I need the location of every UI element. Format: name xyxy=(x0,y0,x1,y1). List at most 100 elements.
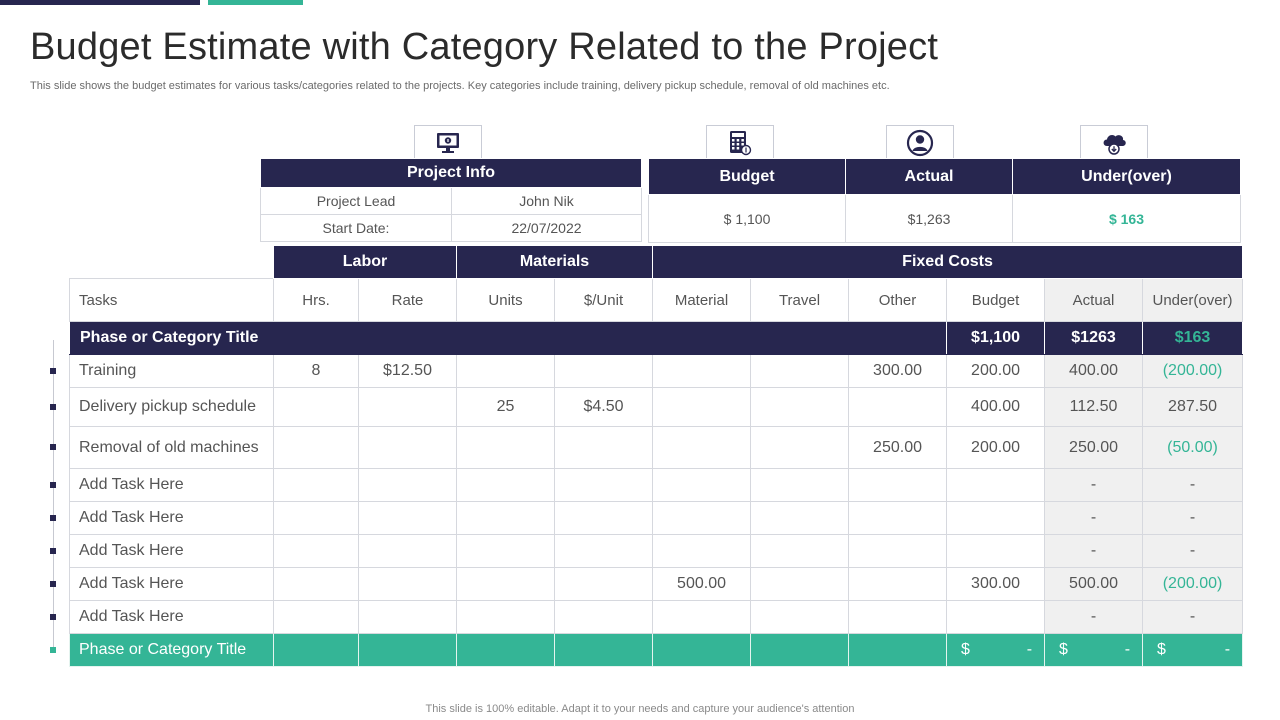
table-cell xyxy=(554,426,654,469)
monitor-icon-box xyxy=(414,125,482,159)
column-header-travel: Travel xyxy=(750,278,850,322)
table-row: Training 8 $12.50 300.00 200.00 400.00 (200.00… xyxy=(69,354,1244,388)
table-cell xyxy=(946,468,1046,502)
phase-actual: $1263 xyxy=(1044,321,1144,355)
budget-summary-table: Budget Actual Under(over) $ 1,100 $1,263… xyxy=(648,158,1241,243)
table-row: Add Task Here - - xyxy=(69,468,1244,502)
column-header-material: Material xyxy=(652,278,752,322)
column-header-tasks: Tasks xyxy=(69,278,274,322)
phase-total-title: Phase or Category Title xyxy=(69,633,274,667)
column-header-per-unit: $/Unit xyxy=(554,278,654,322)
phase-title-row: Phase or Category Title $1,100 $1263 $16… xyxy=(68,321,1244,355)
table-cell: 200.00 xyxy=(946,426,1046,469)
column-header-units: Units xyxy=(456,278,556,322)
row-marker xyxy=(50,444,56,450)
table-row: Delivery pickup schedule 25 $4.50 400.00 112… xyxy=(69,387,1244,427)
table-cell xyxy=(357,567,458,601)
table-cell: - xyxy=(1044,600,1144,634)
table-cell xyxy=(652,600,752,634)
table-cell xyxy=(750,426,850,469)
phase-total-actual: $ - xyxy=(1044,633,1144,667)
table-cell xyxy=(652,534,752,568)
table-cell: - xyxy=(1044,468,1144,502)
column-header-rate: Rate xyxy=(357,278,458,322)
table-cell xyxy=(456,501,556,535)
calculator-icon xyxy=(730,130,752,155)
table-cell xyxy=(750,567,850,601)
table-cell xyxy=(273,387,359,427)
table-cell: 287.50 xyxy=(1142,387,1244,427)
person-icon xyxy=(906,129,934,156)
table-cell xyxy=(456,600,556,634)
table-cell xyxy=(750,468,850,502)
task-name-cell: Add Task Here xyxy=(69,567,274,601)
table-cell xyxy=(946,600,1046,634)
table-cell: - xyxy=(1142,534,1244,568)
table-cell xyxy=(456,567,556,601)
table-cell xyxy=(554,468,654,502)
table-cell: 500.00 xyxy=(1044,567,1144,601)
table-cell xyxy=(848,567,948,601)
phase-budget: $1,100 xyxy=(946,321,1046,355)
table-cell: $4.50 xyxy=(554,387,654,427)
row-marker xyxy=(50,580,56,587)
table-cell: 400.00 xyxy=(946,387,1046,427)
table-cell: 300.00 xyxy=(848,354,948,388)
table-cell: - xyxy=(1044,534,1144,568)
cloud-download-icon xyxy=(1103,134,1126,155)
task-name-cell: Add Task Here xyxy=(69,600,274,634)
group-header-row: Labor Materials Fixed Costs xyxy=(70,245,1244,279)
column-header-under-over: Under(over) xyxy=(1142,278,1244,322)
table-cell: $12.50 xyxy=(357,354,458,388)
phase-total-under-over: $ - xyxy=(1142,633,1244,667)
table-cell: - xyxy=(1142,600,1244,634)
table-cell xyxy=(273,600,359,634)
task-name-cell: Training xyxy=(69,354,274,388)
table-cell xyxy=(652,501,752,535)
table-row: Removal of old machines 250.00 200.00 250.0… xyxy=(69,426,1244,469)
table-cell xyxy=(554,501,654,535)
table-cell xyxy=(848,600,948,634)
project-lead-value: John Nik xyxy=(451,187,642,215)
table-cell xyxy=(946,501,1046,535)
actual-header: Actual xyxy=(845,158,1013,195)
row-marker xyxy=(50,481,56,488)
top-accent-bar-teal xyxy=(208,0,303,5)
table-cell xyxy=(554,600,654,634)
cloud-download-icon-box xyxy=(1080,125,1148,159)
column-header-budget: Budget xyxy=(946,278,1046,322)
table-cell: 8 xyxy=(273,354,359,388)
phase-total-budget: $ - xyxy=(946,633,1046,667)
table-cell xyxy=(357,501,458,535)
table-cell xyxy=(652,354,752,388)
page-title: Budget Estimate with Category Related to… xyxy=(30,26,939,68)
task-name-cell: Add Task Here xyxy=(69,501,274,535)
table-cell xyxy=(652,426,752,469)
table-cell xyxy=(357,600,458,634)
table-cell xyxy=(750,387,850,427)
table-cell xyxy=(456,534,556,568)
fixed-costs-header: Fixed Costs xyxy=(652,245,1244,279)
start-date-label: Start Date: xyxy=(260,214,452,242)
row-marker xyxy=(50,646,56,653)
top-accent-bar-navy xyxy=(0,0,200,5)
row-marker xyxy=(50,613,56,620)
table-cell xyxy=(456,468,556,502)
task-name-cell: Add Task Here xyxy=(69,468,274,502)
table-cell xyxy=(456,354,556,388)
row-marker-line xyxy=(53,340,54,652)
person-icon-box xyxy=(886,125,954,159)
table-cell: - xyxy=(1142,468,1244,502)
table-cell xyxy=(456,426,556,469)
task-name-cell: Delivery pickup schedule xyxy=(69,387,274,427)
phase-total-row: Phase or Category Title $ - $ - $ - xyxy=(69,633,1244,667)
table-cell xyxy=(848,387,948,427)
table-cell xyxy=(554,534,654,568)
actual-value: $1,263 xyxy=(845,194,1013,243)
table-row: Add Task Here - - xyxy=(69,600,1244,634)
table-cell xyxy=(357,468,458,502)
table-row: Add Task Here - - xyxy=(69,501,1244,535)
table-cell xyxy=(750,600,850,634)
table-cell xyxy=(750,501,850,535)
table-cell: - xyxy=(1044,501,1144,535)
